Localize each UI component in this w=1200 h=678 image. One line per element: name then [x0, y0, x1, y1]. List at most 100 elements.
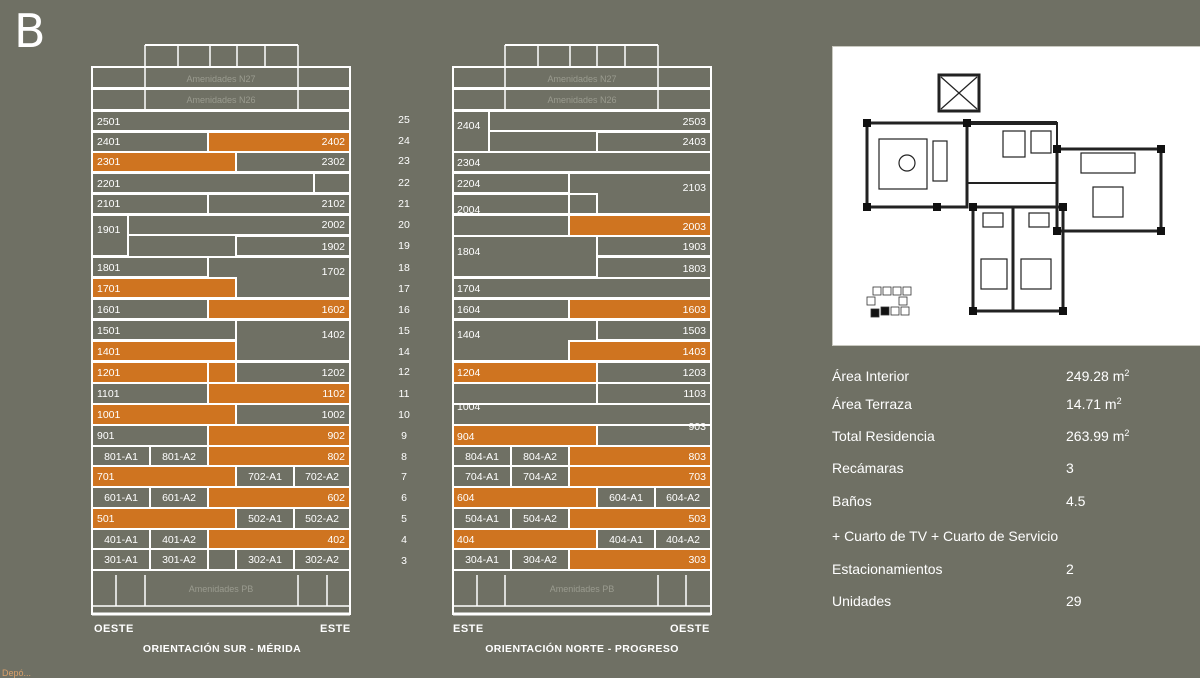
right-building-west-label: OESTE: [670, 623, 710, 635]
unit-label: 1803: [683, 263, 707, 275]
unit-label: 2201: [97, 178, 121, 190]
unit-label: 801-A1: [104, 451, 138, 463]
spec-value: 249.28 m2: [1066, 368, 1130, 384]
spec-label: Baños: [832, 493, 872, 509]
stacking-diagram: Amenidades N27 Amenidades N26 2501 2401 2402…: [91, 44, 712, 616]
unit-label: 1101: [97, 388, 120, 400]
unit-label: 503: [688, 513, 706, 525]
unit-label: 1001: [97, 409, 121, 421]
spec-value: 263.99 m2: [1066, 428, 1130, 444]
unit-label: 1402: [322, 329, 346, 341]
footer-note: Depó...: [2, 668, 32, 678]
unit-label: 1201: [97, 367, 121, 379]
unit-label: 1903: [683, 241, 707, 253]
unit-label: 1401: [97, 346, 121, 358]
unit-label: 402: [327, 534, 345, 546]
spec-row: Recámaras 3: [832, 460, 1192, 482]
unit-cell: [313, 172, 351, 194]
floor-number: 8: [401, 451, 407, 463]
unit-label: 501: [97, 513, 115, 525]
amenity-label: Amenidades PB: [550, 584, 615, 594]
unit-label: 301-A1: [104, 554, 138, 566]
unit-label: 901: [97, 430, 115, 442]
unit-label: 604-A1: [609, 492, 643, 504]
floor-number: 23: [398, 155, 410, 167]
unit-label: 1604: [457, 304, 481, 316]
unit-label: 502-A1: [248, 513, 282, 525]
unit-cell: [452, 528, 598, 550]
floor-number: 20: [398, 219, 410, 231]
floor-number: 25: [398, 114, 410, 126]
unit-label: 401-A1: [104, 534, 138, 546]
unit-label: 2204: [457, 178, 481, 190]
unit-label: 504-A2: [523, 513, 557, 525]
unit-label: 1503: [683, 325, 707, 337]
floor-number: 5: [401, 513, 407, 525]
unit-label: 504-A1: [465, 513, 499, 525]
unit-label: 2102: [322, 198, 346, 210]
floor-number: 10: [398, 409, 410, 421]
spec-label: Recámaras: [832, 460, 904, 476]
spec-label: + Cuarto de TV + Cuarto de Servicio: [832, 528, 1059, 544]
unit-label: 601-A2: [162, 492, 196, 504]
right-building-east-label: ESTE: [453, 623, 484, 635]
spec-row: Total Residencia 263.99 m2: [832, 428, 1192, 450]
unit-label: 1102: [322, 388, 345, 400]
unit-label: 502-A2: [305, 513, 339, 525]
unit-cell: [452, 214, 570, 237]
spec-label: Área Interior: [832, 368, 910, 384]
unit-label: 903: [688, 421, 706, 433]
unit-cell: [91, 110, 351, 132]
unit-label: 1902: [322, 241, 346, 253]
unit-label: 802: [327, 451, 345, 463]
unit-label: 2501: [97, 116, 121, 128]
unit-label: 804-A1: [465, 451, 499, 463]
unit-label: 1603: [683, 304, 707, 316]
floor-plan: [832, 46, 1200, 346]
unit-label: 602: [327, 492, 345, 504]
right-building-caption: ORIENTACIÓN NORTE - PROGRESO: [485, 643, 679, 655]
unit-label: 1404: [457, 329, 481, 341]
floor-number: 24: [398, 135, 410, 147]
unit-label: 702-A2: [305, 471, 339, 483]
unit-label: 604-A2: [666, 492, 700, 504]
amenity-label: Amenidades PB: [189, 584, 254, 594]
spec-value: 14.71 m2: [1066, 396, 1122, 412]
unit-cell: [452, 486, 598, 509]
unit-label: 703: [688, 471, 706, 483]
spec-row: Estacionamientos 2: [832, 561, 1192, 583]
unit-label: 404: [457, 534, 475, 546]
unit-label: 2403: [683, 136, 707, 148]
spec-row: Área Terraza 14.71 m2: [832, 396, 1192, 418]
unit-label: 1204: [457, 367, 481, 379]
spec-row: Unidades 29: [832, 593, 1192, 615]
unit-label: 2101: [97, 198, 121, 210]
tower-letter: B: [14, 4, 46, 58]
floor-number: 3: [401, 555, 407, 567]
amenity-label: Amenidades N26: [547, 95, 616, 105]
unit-label: 2301: [97, 156, 121, 168]
unit-label: 2103: [683, 182, 707, 194]
unit-label: 1501: [97, 325, 121, 337]
spec-value: 3: [1066, 460, 1074, 476]
floor-number: 18: [398, 262, 410, 274]
unit-label: 2302: [322, 156, 346, 168]
unit-label: 2003: [683, 221, 707, 233]
unit-label: 404-A1: [609, 534, 643, 546]
unit-label: 801-A2: [162, 451, 196, 463]
spec-row: Baños 4.5: [832, 493, 1192, 515]
unit-label: 2404: [457, 120, 481, 132]
floor-plan-drawing: [863, 73, 1165, 318]
unit-label: 902: [327, 430, 345, 442]
unit-label: 404-A2: [666, 534, 700, 546]
floor-number: 15: [398, 325, 410, 337]
unit-label: 1804: [457, 246, 481, 258]
unit-label: 302-A2: [305, 554, 339, 566]
unit-label: 704-A1: [465, 471, 499, 483]
amenity-label: Amenidades N27: [547, 74, 616, 84]
unit-label: 2002: [322, 219, 346, 231]
unit-label: 302-A1: [248, 554, 282, 566]
unit-label: 701: [97, 471, 115, 483]
unit-label: 1901: [97, 224, 121, 236]
unit-label: 1403: [683, 346, 707, 358]
